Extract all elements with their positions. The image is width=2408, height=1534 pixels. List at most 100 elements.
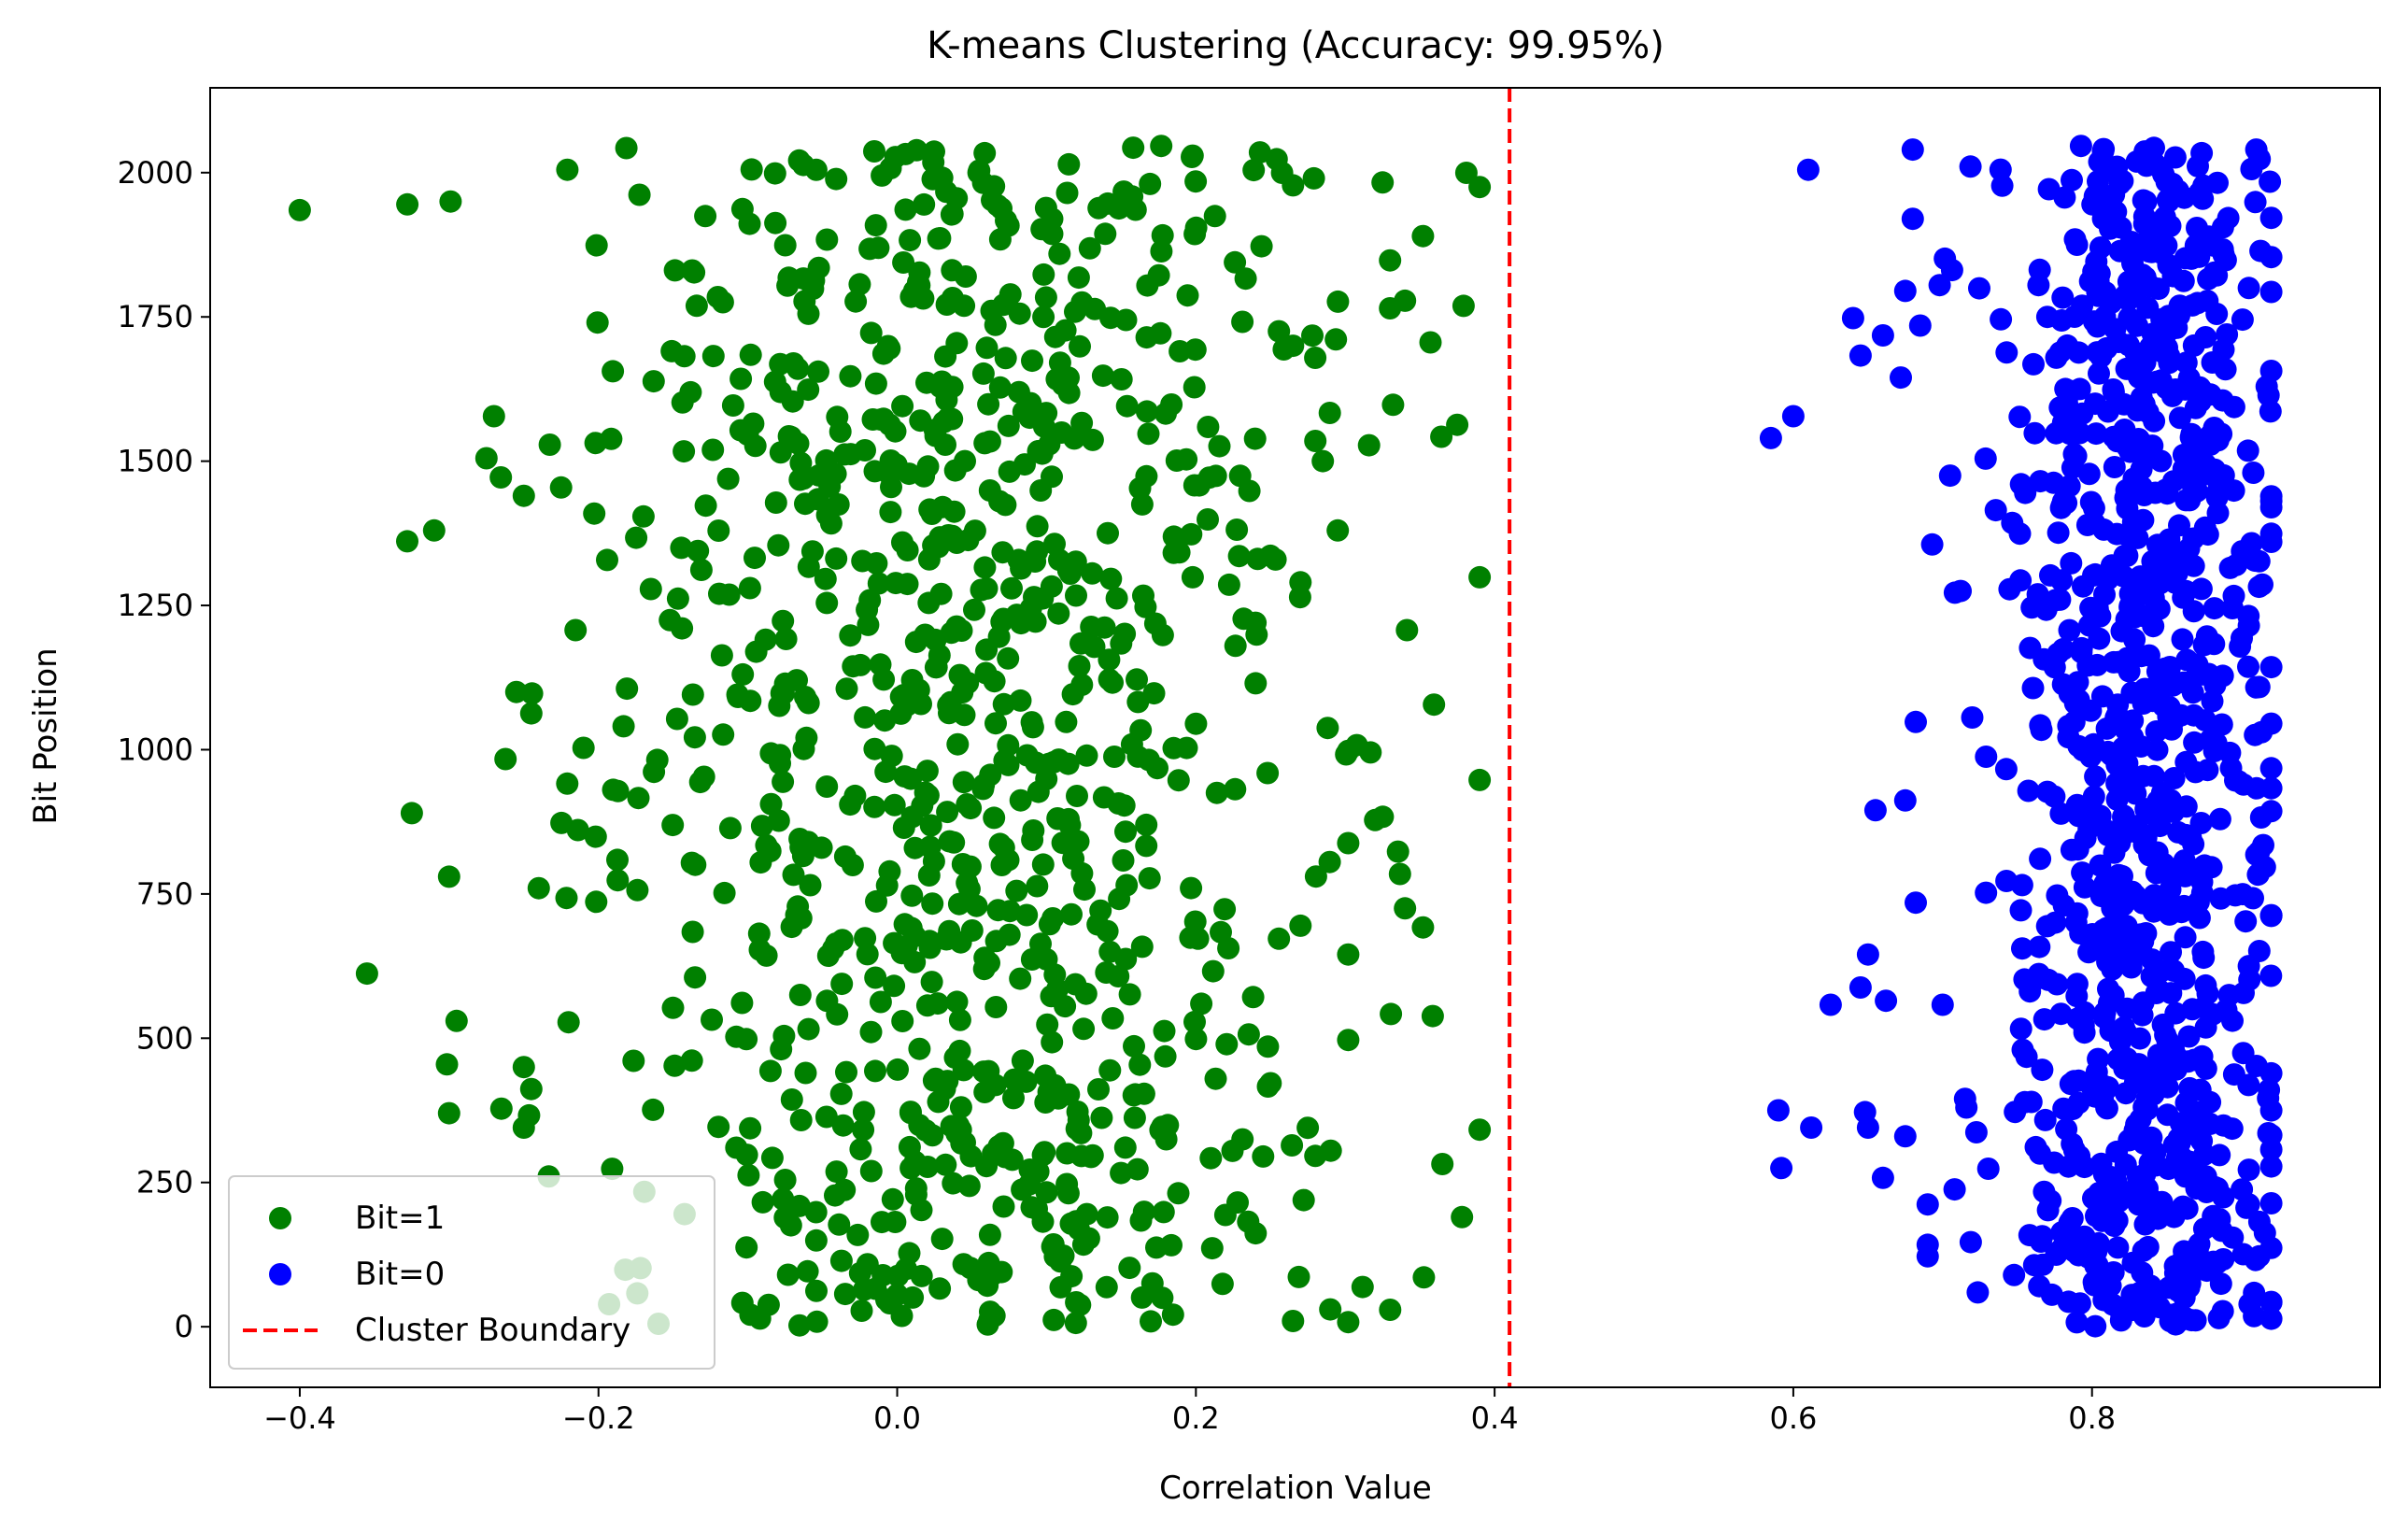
- data-point: [2061, 1098, 2084, 1121]
- data-point: [564, 618, 588, 642]
- data-point: [1237, 1023, 1260, 1046]
- x-tick-label: −0.4: [263, 1400, 336, 1436]
- data-point: [1199, 1146, 1223, 1170]
- data-point: [1227, 545, 1251, 568]
- data-point: [1292, 1188, 1315, 1212]
- data-point: [891, 1010, 914, 1032]
- data-point: [997, 414, 1020, 437]
- data-point: [2177, 1025, 2201, 1048]
- data-point: [2193, 854, 2217, 877]
- data-point: [1002, 1087, 1025, 1110]
- data-point: [1379, 249, 1402, 272]
- data-point: [973, 432, 997, 455]
- data-point: [1318, 402, 1341, 424]
- data-point: [1114, 308, 1138, 332]
- data-point: [2133, 1213, 2157, 1236]
- data-point: [839, 624, 862, 647]
- data-point: [1901, 138, 1924, 162]
- data-point: [1114, 820, 1137, 844]
- data-point: [829, 420, 852, 443]
- data-point: [1145, 1236, 1168, 1259]
- data-point: [2097, 1075, 2119, 1099]
- data-point: [1995, 341, 2018, 364]
- data-point: [1043, 533, 1066, 556]
- data-point: [2194, 326, 2217, 348]
- data-point: [1379, 1299, 1402, 1321]
- data-point: [2068, 1144, 2091, 1168]
- data-point: [1423, 693, 1446, 717]
- data-point: [788, 828, 812, 850]
- data-point: [2044, 911, 2067, 934]
- data-point: [1137, 422, 1160, 446]
- data-point: [396, 530, 418, 553]
- data-point: [1161, 1303, 1184, 1327]
- data-point: [772, 1187, 795, 1211]
- data-point: [972, 958, 996, 981]
- data-point: [986, 193, 1009, 217]
- data-point: [2086, 182, 2109, 206]
- data-point: [2023, 421, 2047, 445]
- data-point: [1215, 1032, 1239, 1056]
- data-point: [839, 364, 862, 388]
- data-point: [770, 682, 793, 704]
- data-point: [1412, 1266, 1436, 1289]
- data-point: [2129, 1027, 2151, 1050]
- data-point: [2046, 884, 2069, 907]
- data-point: [2253, 856, 2276, 879]
- data-point: [1069, 1121, 1093, 1144]
- data-point: [2235, 1196, 2259, 1219]
- data-point: [963, 519, 986, 543]
- data-point: [2172, 1195, 2195, 1218]
- data-point: [2104, 1169, 2128, 1192]
- data-point: [1181, 565, 1204, 589]
- data-point: [2177, 1150, 2201, 1173]
- data-point: [1394, 897, 1417, 920]
- data-point: [2106, 1236, 2130, 1259]
- data-point: [1931, 993, 1954, 1016]
- data-point: [2203, 674, 2227, 697]
- data-point: [1055, 710, 1078, 733]
- data-point: [2132, 1132, 2156, 1156]
- data-point: [1304, 865, 1327, 888]
- data-point: [1959, 155, 1982, 178]
- data-point: [2167, 541, 2190, 564]
- data-point: [797, 378, 820, 402]
- data-point: [1238, 479, 1261, 503]
- data-point: [2145, 720, 2168, 743]
- data-point: [2081, 923, 2104, 945]
- data-point: [1064, 973, 1087, 996]
- data-point: [2085, 250, 2108, 273]
- data-point: [2242, 462, 2265, 484]
- data-point: [1080, 1145, 1103, 1169]
- data-point: [1118, 1257, 1141, 1280]
- data-point: [2123, 628, 2146, 651]
- data-point: [1183, 910, 1207, 933]
- data-point: [2259, 1307, 2283, 1330]
- data-point: [1337, 943, 1360, 966]
- data-point: [1135, 834, 1158, 858]
- data-point: [549, 476, 573, 499]
- data-point: [435, 1053, 459, 1076]
- data-point: [2206, 171, 2229, 194]
- data-point: [642, 370, 665, 393]
- data-point: [1107, 965, 1130, 987]
- data-point: [2029, 847, 2052, 871]
- data-point: [1045, 367, 1069, 391]
- data-point: [2035, 780, 2059, 803]
- data-point: [942, 831, 966, 854]
- data-point: [572, 736, 595, 760]
- data-point: [770, 1038, 793, 1061]
- data-point: [983, 670, 1006, 693]
- data-point: [2131, 236, 2154, 260]
- data-point: [2022, 352, 2045, 376]
- data-point: [2103, 1214, 2126, 1238]
- data-point: [2203, 417, 2226, 439]
- legend-marker: [269, 1263, 291, 1285]
- data-point: [805, 1310, 829, 1333]
- data-point: [1115, 874, 1139, 897]
- data-point: [1197, 466, 1221, 490]
- data-point: [1856, 1116, 1879, 1139]
- data-point: [1890, 366, 1912, 390]
- data-point: [2173, 186, 2196, 209]
- data-point: [879, 501, 902, 524]
